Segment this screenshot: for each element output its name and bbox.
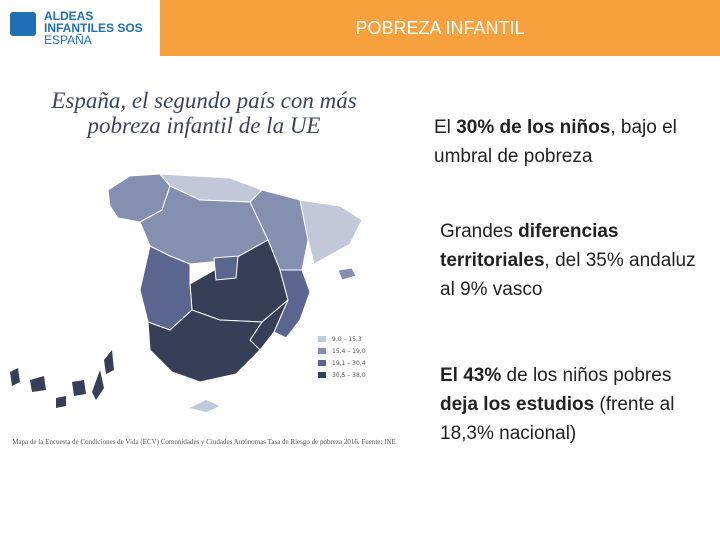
region-madrid xyxy=(213,255,239,281)
map-caption: Mapa de la Encuesta de Condiciones de Vi… xyxy=(12,438,396,446)
region-baleares xyxy=(337,267,357,281)
bullet-2-bold: diferencias territoriales xyxy=(440,221,619,271)
bullet-child-poverty: El 30% de los niños, bajo el umbral de p… xyxy=(434,113,704,171)
bullet-3-mid: de los niños pobres xyxy=(501,365,672,386)
legend-item: 19,1 – 30,4 xyxy=(318,357,366,369)
ceuta-outline xyxy=(190,400,220,412)
bullet-school-dropout: El 43% de los niños pobres deja los estu… xyxy=(440,361,710,448)
bullet-3-bold-2: deja los estudios xyxy=(440,394,595,415)
logo-line-3: ESPAÑA xyxy=(44,33,92,47)
map-title: España, el segundo país con más pobreza … xyxy=(14,88,394,138)
legend-label: 30,5 – 38,0 xyxy=(332,371,366,379)
map-legend: 9,0 – 15,3 15,4 – 19,0 19,1 – 30,4 30,5 … xyxy=(318,333,366,381)
canary-island-6 xyxy=(104,350,114,374)
map-title-line-1: España, el segundo país con más xyxy=(51,88,357,113)
bullet-3-post: (frente al 18,3% nacional) xyxy=(440,394,675,444)
legend-swatch xyxy=(318,372,326,378)
map-title-line-2: pobreza infantil de la UE xyxy=(87,113,321,138)
header: ALDEAS INFANTILES SOS ESPAÑA POBREZA INF… xyxy=(0,0,720,56)
logo-text: ALDEAS INFANTILES SOS ESPAÑA xyxy=(44,10,143,46)
legend-item: 9,0 – 15,3 xyxy=(318,333,366,345)
bullet-2-pre: Grandes xyxy=(440,221,519,242)
legend-label: 15,4 – 19,0 xyxy=(332,347,366,355)
legend-swatch xyxy=(318,348,326,354)
bullet-1-bold: 30% de los niños xyxy=(456,117,611,138)
legend-item: 30,5 – 38,0 xyxy=(318,369,366,381)
bullet-3-bold-1: El 43% xyxy=(440,365,502,386)
legend-label: 19,1 – 30,4 xyxy=(332,359,366,367)
spain-poverty-map xyxy=(10,173,363,412)
bullet-1-post: , bajo el umbral de pobreza xyxy=(434,117,677,167)
canary-island-4 xyxy=(72,380,86,396)
legend-swatch xyxy=(318,336,326,342)
aldeas-sos-logo: ALDEAS INFANTILES SOS ESPAÑA xyxy=(0,0,160,56)
canary-island-2 xyxy=(30,376,46,392)
region-andalucia xyxy=(147,309,263,383)
canary-island-5 xyxy=(92,370,104,400)
legend-swatch xyxy=(318,360,326,366)
bullet-territorial-differences: Grandes diferencias territoriales, del 3… xyxy=(440,217,710,304)
bullet-2-post: , del 35% andaluz al 9% vasco xyxy=(440,250,696,300)
region-cataluna xyxy=(299,199,363,265)
legend-item: 15,4 – 19,0 xyxy=(318,345,366,357)
logo-line-2: INFANTILES SOS xyxy=(44,21,143,35)
children-logo-icon xyxy=(10,12,36,36)
canary-island-3 xyxy=(56,396,66,408)
slide-title: POBREZA INFANTIL xyxy=(355,18,525,38)
bullet-1-pre: El xyxy=(434,117,457,138)
canary-island-1 xyxy=(10,368,20,386)
logo-line-1: ALDEAS xyxy=(44,9,94,23)
legend-label: 9,0 – 15,3 xyxy=(332,335,362,343)
title-bar: POBREZA INFANTIL xyxy=(160,0,720,56)
